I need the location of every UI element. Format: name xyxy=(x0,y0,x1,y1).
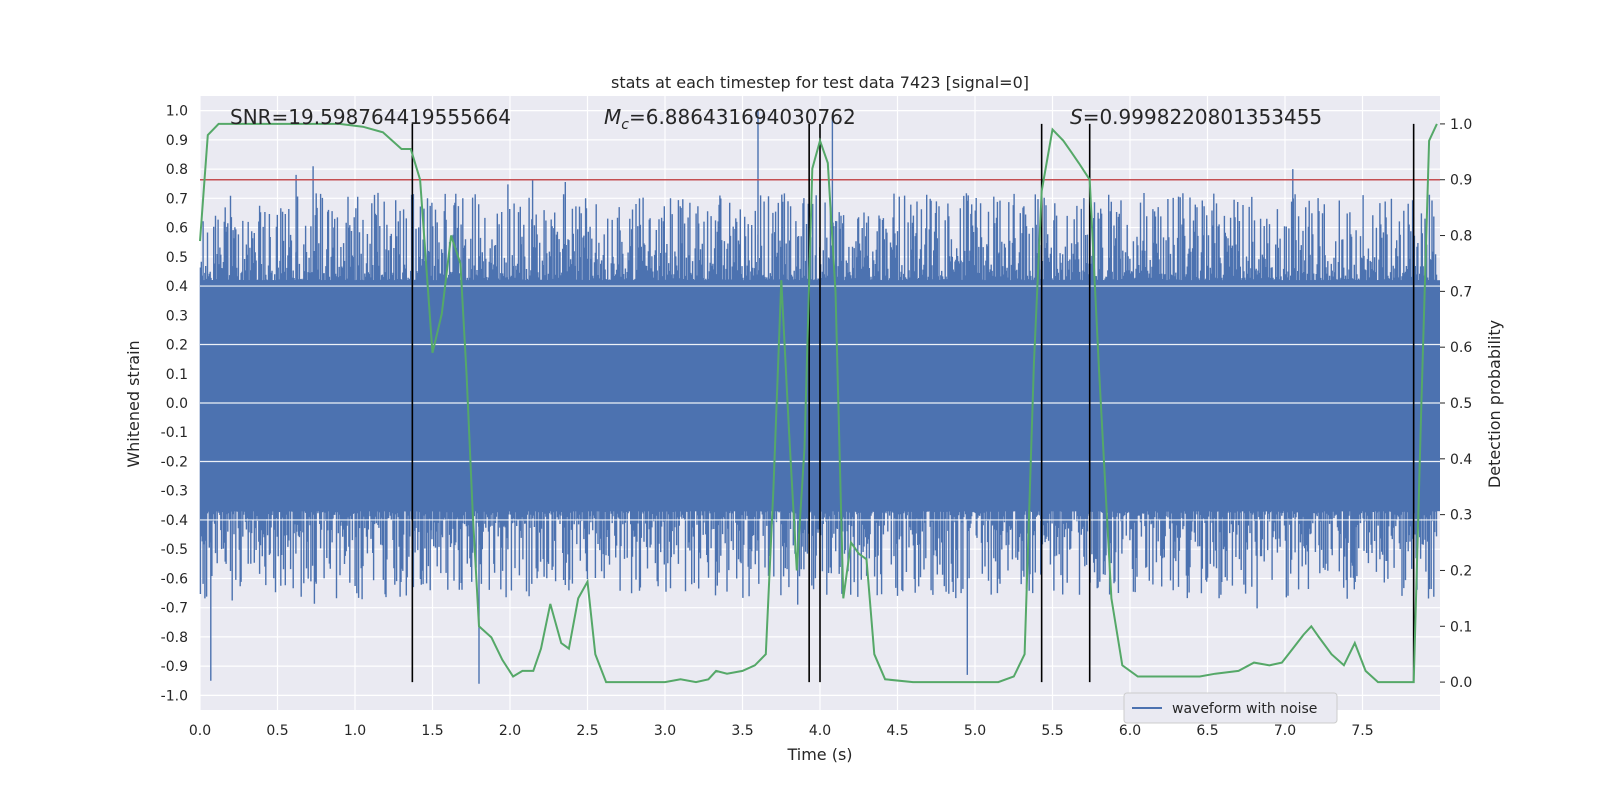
right-tick-label: 0.5 xyxy=(1450,396,1472,412)
chirp-mass-symbol: M xyxy=(604,105,621,129)
x-axis-label: Time (s) xyxy=(786,745,852,764)
left-tick-label: 0.0 xyxy=(166,396,188,412)
right-tick-label: 0.0 xyxy=(1450,675,1472,691)
legend-box xyxy=(1123,692,1338,724)
legend-label: waveform with noise xyxy=(1172,701,1317,717)
x-tick-label: 0.5 xyxy=(266,723,288,739)
left-tick-label: -0.8 xyxy=(161,630,188,646)
s-annotation: S=0.9998220801353455 xyxy=(1070,105,1322,129)
x-tick-label: 5.5 xyxy=(1041,723,1063,739)
left-tick-label: 0.6 xyxy=(166,221,188,237)
right-axis-label: Detection probability xyxy=(1485,320,1504,488)
s-symbol: S xyxy=(1070,105,1083,129)
left-tick-label: -0.3 xyxy=(161,484,188,500)
chart-title: stats at each timestep for test data 742… xyxy=(611,73,1029,92)
chirp-mass-annotation: Mc=6.886431694030762 xyxy=(604,105,856,133)
x-tick-label: 5.0 xyxy=(964,723,986,739)
left-tick-label: -0.6 xyxy=(161,571,188,587)
left-tick-label: 0.5 xyxy=(166,250,188,266)
left-tick-label: 0.1 xyxy=(166,367,188,383)
right-tick-label: 0.6 xyxy=(1450,340,1472,356)
right-tick-label: 0.7 xyxy=(1450,284,1472,300)
left-tick-label: -0.2 xyxy=(161,454,188,470)
x-tick-label: 7.5 xyxy=(1351,723,1373,739)
right-tick-label: 0.8 xyxy=(1450,229,1472,245)
x-tick-label: 3.0 xyxy=(654,723,676,739)
right-tick-label: 0.3 xyxy=(1450,508,1472,524)
marker-vertical-lines xyxy=(411,123,1415,683)
left-tick-label: 1.0 xyxy=(166,104,188,120)
right-axis-ticks: 0.0 0.1 0.2 0.3 0.4 0.5 0.6 0.7 0.8 0.9 1.0 xyxy=(1440,117,1472,691)
left-tick-label: 0.7 xyxy=(166,191,188,207)
x-tick-label: 0.0 xyxy=(189,723,211,739)
x-tick-label: 1.0 xyxy=(344,723,366,739)
left-tick-label: -0.4 xyxy=(161,513,188,529)
detection-probability-line xyxy=(199,122,1438,684)
left-tick-label: 0.2 xyxy=(166,338,188,354)
left-tick-label: 0.3 xyxy=(166,308,188,324)
left-tick-label: 0.8 xyxy=(166,162,188,178)
legend: waveform with noise xyxy=(1123,692,1338,724)
left-tick-label: -0.7 xyxy=(161,601,188,617)
left-axis-label: Whitened strain xyxy=(124,340,143,467)
x-tick-label: 7.0 xyxy=(1274,723,1296,739)
left-tick-label: 0.4 xyxy=(166,279,188,295)
x-tick-label: 2.5 xyxy=(576,723,598,739)
snr-annotation: SNR=19.598764419555664 xyxy=(230,105,511,129)
chirp-mass-value: =6.886431694030762 xyxy=(629,105,856,129)
x-tick-label: 4.0 xyxy=(809,723,831,739)
left-tick-label: -0.1 xyxy=(161,425,188,441)
right-tick-label: 0.1 xyxy=(1450,619,1472,635)
left-axis-ticks: -1.0 -0.9 -0.8 -0.7 -0.6 -0.5 -0.4 -0.3 -0.2 -0.1… xyxy=(161,104,188,705)
x-tick-label: 3.5 xyxy=(731,723,753,739)
left-tick-label: -1.0 xyxy=(161,688,188,704)
left-tick-label: -0.9 xyxy=(161,659,188,675)
right-tick-label: 0.2 xyxy=(1450,563,1472,579)
x-axis-ticks: 0.0 0.5 1.0 1.5 2.0 2.5 3.0 3.5 4.0 4.5 5.0 5.5 6.0 6… xyxy=(189,723,1374,739)
x-tick-label: 1.5 xyxy=(421,723,443,739)
left-tick-label: 0.9 xyxy=(166,133,188,149)
left-tick-label: -0.5 xyxy=(161,542,188,558)
strain-spikes xyxy=(199,110,1438,684)
chirp-mass-subscript: c xyxy=(621,117,629,133)
right-tick-label: 1.0 xyxy=(1450,117,1472,133)
x-tick-label: 6.5 xyxy=(1196,723,1218,739)
right-tick-label: 0.4 xyxy=(1450,452,1472,468)
x-tick-label: 4.5 xyxy=(886,723,908,739)
right-tick-label: 0.9 xyxy=(1450,173,1472,189)
x-tick-label: 2.0 xyxy=(499,723,521,739)
x-tick-label: 6.0 xyxy=(1119,723,1141,739)
s-value: =0.9998220801353455 xyxy=(1083,105,1322,129)
